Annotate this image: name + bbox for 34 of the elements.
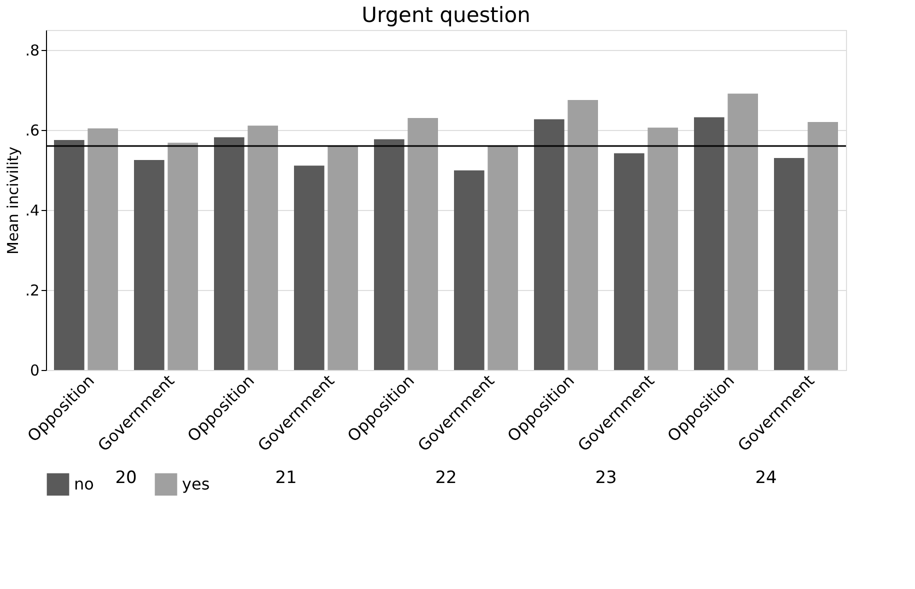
- text: 20: [115, 468, 137, 488]
- bar: [328, 146, 358, 370]
- legend-label: yes: [182, 474, 210, 494]
- y-tick-label: .6: [25, 122, 40, 140]
- y-tick-label: 0: [30, 362, 40, 380]
- bar: [248, 126, 278, 370]
- y-tick-label: .8: [25, 42, 40, 60]
- y-axis-title: Mean incivility: [4, 146, 22, 254]
- bar: [694, 117, 724, 370]
- bar: [808, 122, 838, 370]
- text: 23: [595, 468, 617, 488]
- bar: [88, 128, 118, 370]
- bar: [488, 146, 518, 370]
- text: 22: [435, 468, 457, 488]
- text: 21: [275, 468, 297, 488]
- bar: [374, 139, 404, 370]
- y-tick-label: .4: [25, 202, 40, 220]
- bar: [614, 153, 644, 370]
- chart-title: Urgent question: [362, 3, 530, 27]
- y-tick-label: .2: [25, 282, 40, 300]
- text: 24: [755, 468, 777, 488]
- bar: [454, 170, 484, 370]
- bar: [54, 140, 84, 370]
- bar: [728, 94, 758, 370]
- bar: [294, 166, 324, 370]
- bar: [534, 119, 564, 370]
- bar: [214, 137, 244, 370]
- legend-label: no: [74, 474, 94, 494]
- bar: [774, 158, 804, 370]
- bar: [134, 160, 164, 370]
- bar: [648, 128, 678, 370]
- bar: [408, 118, 438, 370]
- bar: [168, 142, 198, 370]
- bar: [568, 100, 598, 370]
